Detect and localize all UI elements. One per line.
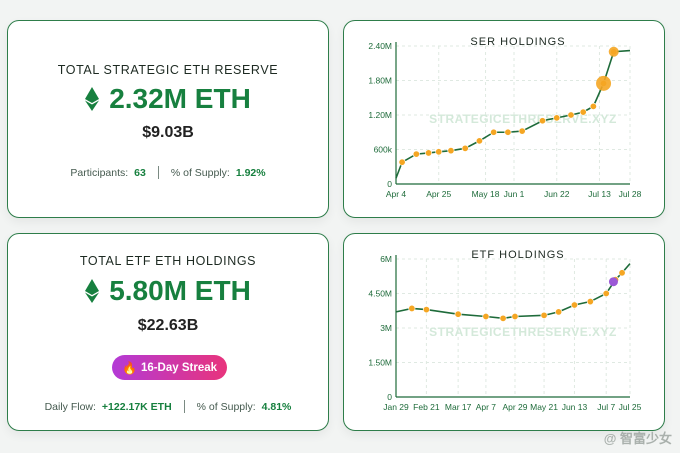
etf-eth-amount: 5.80M ETH: [8, 275, 328, 307]
data-point: [555, 308, 563, 316]
large-data-point: [608, 46, 619, 57]
x-tick-label: Jun 22: [544, 189, 570, 199]
x-tick-label: Mar 17: [445, 402, 472, 412]
x-tick-label: Jul 13: [588, 189, 611, 199]
participants-value: 63: [134, 166, 146, 179]
x-tick-label: Apr 25: [426, 189, 451, 199]
data-point: [579, 108, 587, 116]
strategic-reserve-card: TOTAL STRATEGIC ETH RESERVE 2.32M ETH $9…: [7, 20, 329, 218]
reserve-eth-amount: 2.32M ETH: [8, 83, 328, 115]
data-point: [540, 311, 548, 319]
y-tick-label: 1.20M: [368, 110, 392, 120]
chart-title: SER HOLDINGS: [470, 36, 565, 48]
x-tick-label: Apr 4: [386, 189, 407, 199]
etf-holdings-chart: 0 1.50M 3M 4.50M 6M Jan 29 Feb 21 Mar 17 Apr 7 Ap…: [368, 249, 642, 412]
reserve-eth-value: 2.32M ETH: [109, 83, 251, 114]
etf-usd-value: $22.63B: [137, 317, 199, 334]
ser-holdings-chart-card: 0 600k 1.20M 1.80M 2.40M Apr 4 Apr 25 May 18 Jun…: [343, 20, 665, 218]
etf-title: TOTAL ETF ETH HOLDINGS: [79, 254, 257, 268]
data-point: [482, 313, 490, 321]
ethereum-icon: [85, 279, 100, 303]
x-tick-label: Jul 7: [597, 402, 615, 412]
x-tick-label: Jan 29: [383, 402, 409, 412]
etf-meta: Daily Flow: +122.17K ETH % of Supply: 4.…: [8, 400, 328, 413]
flow-label: Daily Flow:: [44, 400, 96, 413]
x-tick-label: Jul 28: [619, 189, 642, 199]
x-tick-label: Apr 29: [502, 402, 527, 412]
data-point: [398, 158, 406, 166]
data-point: [412, 150, 420, 158]
x-tick-label: May 18: [472, 189, 500, 199]
y-tick-label: 1.50M: [368, 358, 392, 368]
supply-label: % of Supply:: [170, 166, 230, 179]
data-point: [518, 127, 526, 135]
data-point: [567, 111, 575, 119]
y-tick-label: 1.80M: [368, 76, 392, 86]
y-tick-label: 2.40M: [368, 41, 392, 51]
x-tick-label: Jun 13: [562, 402, 588, 412]
chart-watermark: STRATEGICETHRESERVE.XYZ: [429, 112, 617, 126]
x-tick-label: Feb 21: [413, 402, 440, 412]
reserve-usd-value: $9.03B: [142, 124, 194, 141]
x-tick-label: May 21: [530, 402, 558, 412]
ethereum-icon: [85, 87, 100, 111]
data-point: [504, 128, 512, 136]
x-tick-label: Jul 25: [619, 402, 642, 412]
data-point: [589, 102, 597, 110]
supply-value: 1.92%: [235, 166, 266, 179]
streak-badge: 🔥 16-Day Streak: [112, 355, 227, 380]
y-tick-label: 3M: [380, 323, 392, 333]
streak-label: 16-Day Streak: [140, 361, 218, 374]
divider: [157, 166, 159, 179]
highlight-data-point: [608, 277, 618, 287]
data-point: [499, 314, 507, 322]
flow-value: +122.17K ETH: [101, 400, 172, 413]
data-point: [422, 306, 430, 314]
fire-icon: 🔥: [121, 360, 137, 375]
reserve-title: TOTAL STRATEGIC ETH RESERVE: [57, 63, 279, 77]
large-data-point: [596, 75, 612, 91]
data-point: [586, 298, 594, 306]
etf-holdings-chart-card: 0 1.50M 3M 4.50M 6M Jan 29 Feb 21 Mar 17 Apr 7 Ap…: [343, 233, 665, 431]
x-tick-label: Jun 1: [504, 189, 525, 199]
data-point: [408, 304, 416, 312]
ser-holdings-chart: 0 600k 1.20M 1.80M 2.40M Apr 4 Apr 25 May 18 Jun…: [368, 36, 642, 199]
data-point: [570, 301, 578, 309]
data-point: [447, 147, 455, 155]
data-point: [461, 144, 469, 152]
data-point: [539, 117, 547, 125]
data-point: [490, 128, 498, 136]
supply-label: % of Supply:: [196, 400, 256, 413]
supply-value: 4.81%: [261, 400, 292, 413]
y-tick-label: 6M: [380, 254, 392, 264]
series-line: [395, 263, 631, 320]
etf-eth-value: 5.80M ETH: [109, 275, 251, 306]
data-point: [511, 313, 519, 321]
data-point: [475, 137, 483, 145]
chart-watermark: STRATEGICETHRESERVE.XYZ: [429, 325, 617, 339]
data-point: [454, 310, 462, 318]
participants-label: Participants:: [70, 166, 129, 179]
y-tick-label: 0: [387, 392, 392, 402]
y-tick-label: 4.50M: [368, 289, 392, 299]
data-point: [425, 149, 433, 157]
chart-title: ETF HOLDINGS: [471, 249, 564, 261]
etf-holdings-card: TOTAL ETF ETH HOLDINGS 5.80M ETH $22.63B…: [7, 233, 329, 431]
divider: [183, 400, 185, 413]
watermark: @ 智富少女: [603, 431, 672, 446]
data-point: [553, 114, 561, 122]
reserve-meta: Participants: 63 % of Supply: 1.92%: [8, 166, 328, 179]
y-tick-label: 600k: [374, 145, 393, 155]
data-point: [602, 289, 610, 297]
y-tick-label: 0: [387, 179, 392, 189]
x-tick-label: Apr 7: [476, 402, 497, 412]
data-point: [435, 148, 443, 156]
data-point: [618, 269, 626, 277]
